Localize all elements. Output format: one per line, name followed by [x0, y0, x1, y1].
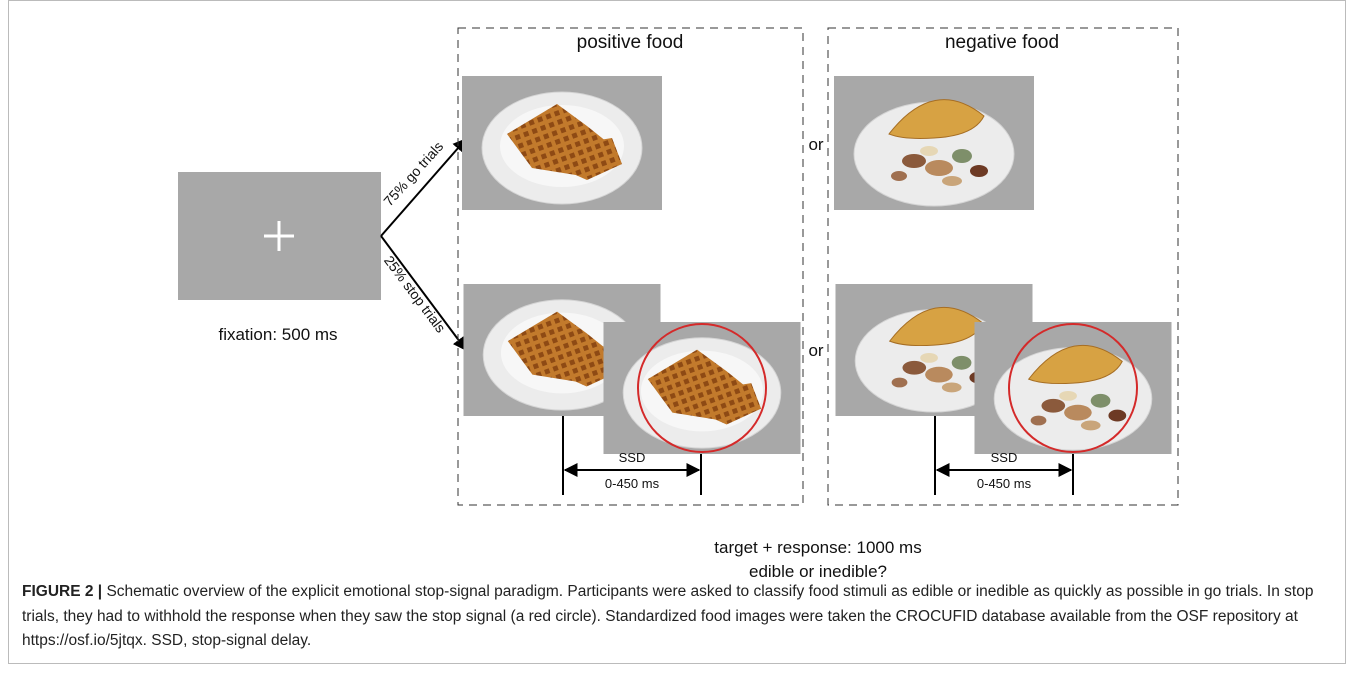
- question-label: edible or inedible?: [749, 562, 887, 580]
- ssd-label: SSD: [619, 450, 646, 465]
- or-label: or: [808, 135, 823, 154]
- stop-label: 25% stop trials: [381, 253, 449, 336]
- food-image: [974, 322, 1171, 454]
- page: {"diagram": { "fixation_label": "fixatio…: [0, 0, 1355, 691]
- ssd-label: SSD: [991, 450, 1018, 465]
- diagram: fixation: 500 ms 75% go trials 25% stop …: [0, 0, 1355, 580]
- food-image: [603, 322, 800, 454]
- fixation-label: fixation: 500 ms: [218, 325, 337, 344]
- panel-title: negative food: [945, 32, 1059, 53]
- ssd-range: 0-450 ms: [977, 476, 1032, 491]
- food-image: [834, 76, 1034, 210]
- or-label: or: [808, 341, 823, 360]
- caption-text: Schematic overview of the explicit emoti…: [22, 583, 1313, 649]
- caption-label: FIGURE 2 |: [22, 583, 102, 600]
- target-label: target + response: 1000 ms: [714, 538, 921, 557]
- panel-title: positive food: [577, 32, 684, 53]
- caption: FIGURE 2 | Schematic overview of the exp…: [22, 580, 1332, 654]
- food-image: [462, 76, 662, 210]
- ssd-range: 0-450 ms: [605, 476, 660, 491]
